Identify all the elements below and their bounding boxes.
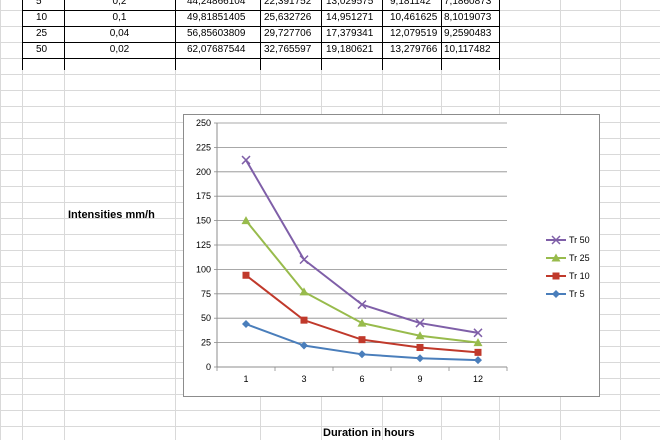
y-axis-title: Intensities mm/h — [68, 209, 155, 221]
data-point — [416, 354, 424, 363]
chart-area[interactable]: 0 25 50 75 100 125 150 175 200 225 250 1 3 6 9 12 Tr 50 T… — [183, 114, 600, 397]
y-tick-label: 100 — [196, 264, 211, 274]
data-point — [242, 320, 250, 329]
table-cell[interactable]: 12,079519 — [390, 28, 438, 39]
data-point — [241, 216, 251, 225]
table-cell[interactable]: 14,951271 — [326, 12, 374, 23]
data-point — [357, 318, 367, 327]
data-point — [299, 287, 309, 296]
table-cell[interactable]: 22,391752 — [264, 0, 312, 7]
table-cell[interactable]: 56,85603809 — [187, 28, 246, 39]
data-point — [473, 328, 483, 338]
data-point — [300, 341, 308, 350]
y-tick-label: 150 — [196, 216, 211, 226]
legend-label: Tr 50 — [569, 235, 590, 245]
table-cell[interactable]: 8,1019073 — [444, 12, 492, 23]
y-tick-label: 225 — [196, 142, 211, 152]
series-tr-25 — [241, 216, 483, 347]
y-tick-label: 175 — [196, 191, 211, 201]
table-cell[interactable]: 0,2 — [112, 0, 127, 7]
series-tr-5 — [242, 320, 482, 365]
legend-marker — [551, 235, 561, 245]
y-tick-label: 50 — [201, 313, 211, 323]
data-point — [358, 336, 366, 344]
legend-label: Tr 25 — [569, 253, 590, 263]
data-point — [357, 300, 367, 310]
data-point — [416, 343, 424, 351]
x-tick-label: 3 — [301, 374, 306, 384]
series-tr-50 — [241, 155, 483, 338]
series-line — [245, 159, 479, 334]
table-cell[interactable]: 44,24866104 — [187, 0, 246, 7]
data-point — [474, 348, 482, 356]
legend-label: Tr 10 — [569, 271, 590, 281]
table-cell[interactable]: 0,1 — [112, 12, 127, 23]
table-cell[interactable]: 17,379341 — [326, 28, 374, 39]
data-point — [358, 350, 366, 359]
table-cell[interactable]: 29,727706 — [264, 28, 312, 39]
table-cell[interactable]: 9,2590483 — [444, 28, 492, 39]
data-point — [415, 318, 425, 328]
table-cell[interactable]: 10,117482 — [444, 44, 491, 55]
table-cell[interactable]: 49,81851405 — [187, 12, 246, 23]
chart-legend: Tr 50 Tr 25 Tr 10 Tr 5 — [546, 235, 590, 299]
data-point — [299, 255, 309, 265]
table-cell[interactable]: 62,07687544 — [187, 44, 246, 55]
table-cell[interactable]: 13,029575 — [326, 0, 374, 7]
y-tick-label: 25 — [201, 338, 211, 348]
table-cell[interactable]: 9,181142 — [390, 0, 431, 7]
table-cell[interactable]: 19,180621 — [326, 44, 374, 55]
table-cell[interactable]: 0,04 — [109, 28, 130, 39]
y-tick-label: 125 — [196, 240, 211, 250]
table-cell[interactable]: 25,632726 — [264, 12, 312, 23]
x-tick-label: 9 — [417, 374, 422, 384]
y-tick-label: 250 — [196, 118, 211, 128]
y-tick-label: 0 — [206, 362, 211, 372]
x-axis-title: Duration in hours — [323, 427, 415, 439]
legend-marker — [551, 253, 561, 262]
table-cell[interactable]: 7,1860873 — [444, 0, 492, 7]
table-cell[interactable]: 32,765597 — [264, 44, 312, 55]
table-cell[interactable]: 10 — [36, 12, 48, 23]
table-cell[interactable]: 25 — [36, 28, 48, 39]
table-cell[interactable]: 10,461625 — [390, 12, 438, 23]
legend-marker — [552, 290, 560, 298]
x-tick-label: 6 — [359, 374, 364, 384]
data-point — [241, 155, 251, 165]
x-tick-label: 1 — [243, 374, 248, 384]
data-point — [242, 271, 250, 279]
x-tick-label: 12 — [473, 374, 483, 384]
legend-marker — [552, 272, 560, 280]
series-tr-10 — [242, 271, 482, 356]
data-point — [300, 316, 308, 324]
table-cell[interactable]: 0,02 — [109, 44, 130, 55]
data-point — [473, 338, 483, 347]
legend-label: Tr 5 — [569, 289, 585, 299]
y-tick-label: 75 — [201, 289, 211, 299]
table-cell[interactable]: 13,279766 — [390, 44, 438, 55]
table-cell[interactable]: 50 — [36, 44, 48, 55]
table-cell[interactable]: 5 — [36, 0, 42, 7]
data-point — [474, 356, 482, 365]
data-point — [415, 331, 425, 340]
y-tick-label: 200 — [196, 167, 211, 177]
